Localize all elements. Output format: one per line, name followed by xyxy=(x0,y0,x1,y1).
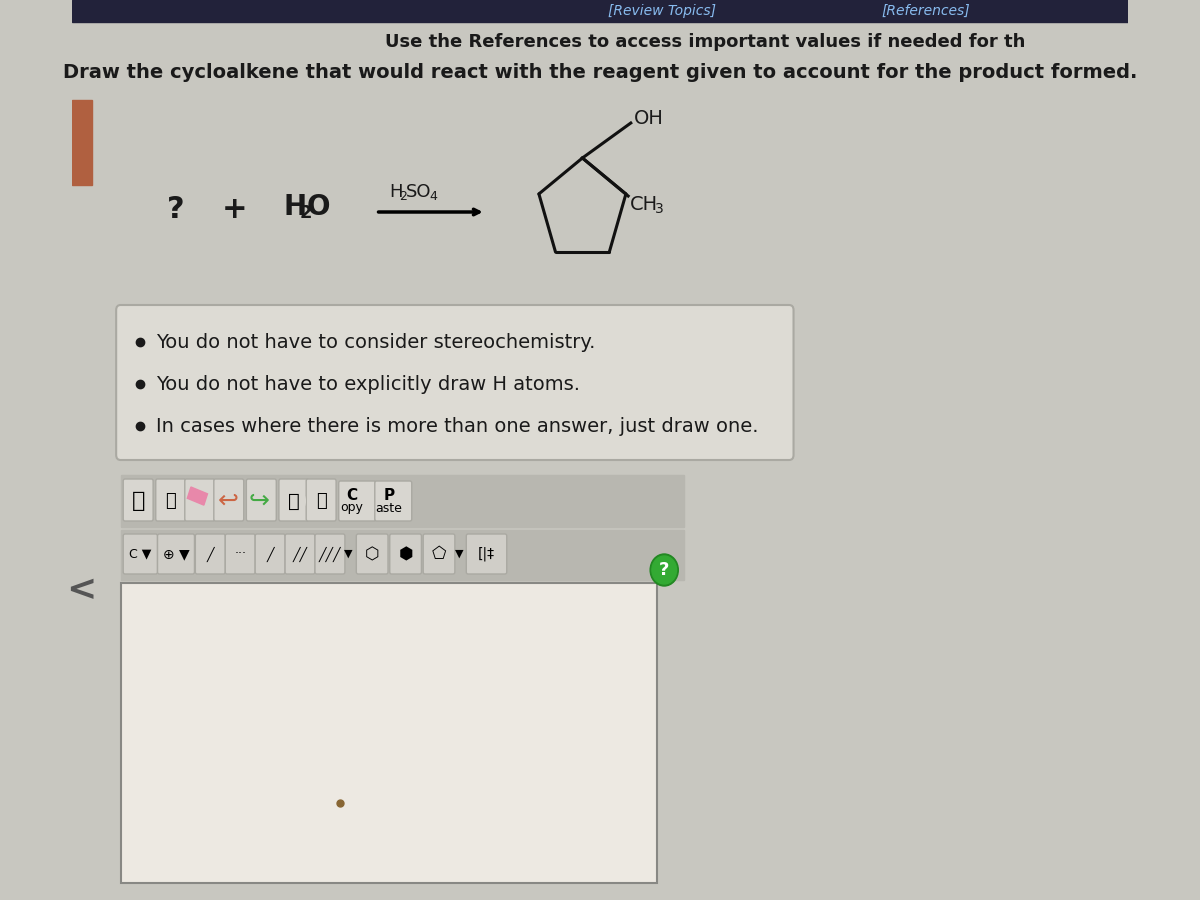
Text: ?: ? xyxy=(167,195,185,224)
Text: aste: aste xyxy=(376,501,402,515)
Text: 🧪: 🧪 xyxy=(166,492,176,510)
Circle shape xyxy=(282,488,305,514)
Text: ↩: ↩ xyxy=(218,489,239,513)
Text: OH: OH xyxy=(635,110,664,129)
Text: [|‡: [|‡ xyxy=(478,546,496,562)
FancyBboxPatch shape xyxy=(214,479,244,521)
FancyBboxPatch shape xyxy=(338,481,376,521)
Text: You do not have to explicitly draw H atoms.: You do not have to explicitly draw H ato… xyxy=(156,374,580,393)
Text: ⬡: ⬡ xyxy=(365,545,379,563)
FancyBboxPatch shape xyxy=(306,479,336,521)
FancyBboxPatch shape xyxy=(286,534,314,574)
Bar xyxy=(120,475,684,527)
FancyBboxPatch shape xyxy=(156,479,186,521)
FancyBboxPatch shape xyxy=(390,534,421,574)
Text: ✋: ✋ xyxy=(132,491,145,511)
Text: ⬢: ⬢ xyxy=(398,545,413,563)
Text: ▼: ▼ xyxy=(344,549,353,559)
Text: <: < xyxy=(66,573,96,607)
FancyBboxPatch shape xyxy=(278,479,308,521)
Text: ╱: ╱ xyxy=(266,546,274,562)
Text: CH: CH xyxy=(630,194,658,213)
Text: opy: opy xyxy=(341,501,364,515)
Text: ···: ··· xyxy=(234,547,246,561)
Bar xyxy=(120,583,658,883)
Text: In cases where there is more than one answer, just draw one.: In cases where there is more than one an… xyxy=(156,417,758,436)
Text: 2: 2 xyxy=(299,204,312,222)
FancyBboxPatch shape xyxy=(356,534,388,574)
Text: O: O xyxy=(307,193,330,221)
Text: H: H xyxy=(283,193,306,221)
Text: +: + xyxy=(222,195,247,224)
Text: SO: SO xyxy=(406,183,431,201)
FancyBboxPatch shape xyxy=(246,479,276,521)
Text: P: P xyxy=(383,488,395,502)
FancyBboxPatch shape xyxy=(124,479,154,521)
FancyBboxPatch shape xyxy=(467,534,506,574)
Text: 4: 4 xyxy=(430,191,437,203)
Bar xyxy=(72,100,91,185)
Text: ╱: ╱ xyxy=(206,546,214,562)
Text: ⬠: ⬠ xyxy=(432,545,446,563)
Text: C: C xyxy=(347,488,358,502)
Bar xyxy=(120,530,684,580)
Text: H: H xyxy=(389,183,402,201)
Circle shape xyxy=(652,556,677,584)
Text: 🔍: 🔍 xyxy=(288,491,300,510)
FancyBboxPatch shape xyxy=(314,534,344,574)
Text: 3: 3 xyxy=(654,202,664,216)
Text: 2: 2 xyxy=(400,191,407,203)
FancyBboxPatch shape xyxy=(196,534,226,574)
Circle shape xyxy=(650,554,678,586)
Text: [Review Topics]: [Review Topics] xyxy=(607,4,715,18)
Text: You do not have to consider stereochemistry.: You do not have to consider stereochemis… xyxy=(156,332,595,352)
Text: ╱╱╱: ╱╱╱ xyxy=(319,546,341,562)
FancyBboxPatch shape xyxy=(157,534,194,574)
FancyBboxPatch shape xyxy=(374,481,412,521)
Text: [References]: [References] xyxy=(881,4,970,18)
FancyBboxPatch shape xyxy=(226,534,256,574)
FancyBboxPatch shape xyxy=(424,534,455,574)
Text: ⊕ ▼: ⊕ ▼ xyxy=(163,547,190,561)
FancyBboxPatch shape xyxy=(116,305,793,460)
Text: C ▼: C ▼ xyxy=(128,547,151,561)
FancyBboxPatch shape xyxy=(256,534,286,574)
Bar xyxy=(187,487,208,505)
FancyBboxPatch shape xyxy=(185,479,215,521)
Text: ↪: ↪ xyxy=(250,489,270,513)
Text: Use the References to access important values if needed for th: Use the References to access important v… xyxy=(385,33,1026,51)
Text: ▼: ▼ xyxy=(455,549,463,559)
Text: 🔎: 🔎 xyxy=(316,492,326,510)
Circle shape xyxy=(310,488,332,514)
FancyBboxPatch shape xyxy=(124,534,157,574)
Text: Draw the cycloalkene that would react with the reagent given to account for the : Draw the cycloalkene that would react wi… xyxy=(62,62,1138,82)
Bar xyxy=(72,0,1128,22)
Text: ?: ? xyxy=(659,561,670,579)
Text: ╱╱: ╱╱ xyxy=(293,546,307,562)
